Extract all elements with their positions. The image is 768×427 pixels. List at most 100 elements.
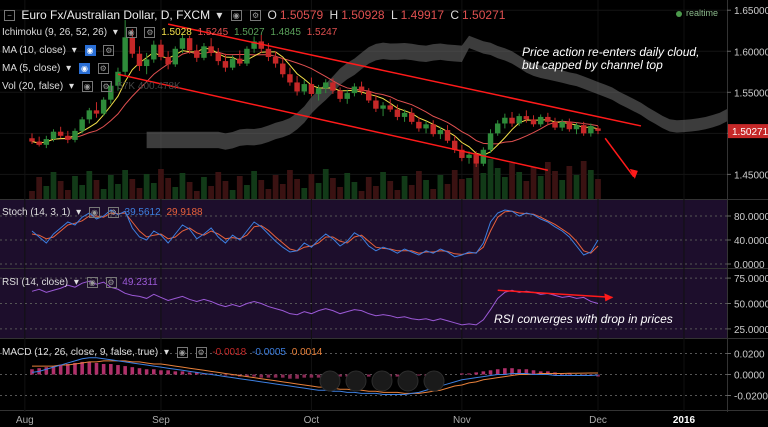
rsi-label[interactable]: RSI (14, close) (2, 277, 69, 289)
candle-body (366, 91, 372, 101)
eye-icon[interactable]: ◉ (78, 63, 90, 74)
candle-body (487, 133, 494, 150)
chevron-down-icon[interactable]: ▾ (112, 27, 118, 39)
eye-icon[interactable]: ◉ (176, 347, 188, 358)
nav-control-button (423, 370, 445, 392)
volume-bar (136, 188, 143, 199)
candle-body (494, 123, 501, 134)
volume-bar (401, 176, 408, 199)
symbol-title[interactable]: Euro Fx/Australian Dollar, D, FXCM (21, 8, 211, 22)
volume-bar (301, 188, 308, 199)
candle-body (537, 116, 544, 125)
stoch-legend[interactable]: Stoch (14, 3, 1) ▾ ◉ ⚙ 39.5612 29.9188 (2, 207, 206, 218)
realtime-status: realtime (676, 8, 718, 18)
chevron-down-icon[interactable]: ▾ (163, 347, 169, 359)
gear-icon[interactable]: ⚙ (144, 27, 156, 38)
volume-bar (244, 185, 250, 199)
rsi-tick-label: 25.0000 (734, 325, 768, 336)
volume-bar (437, 175, 444, 199)
volume-bar (380, 172, 386, 199)
chevron-down-icon[interactable]: ▾ (66, 63, 72, 75)
volume-bar (215, 172, 222, 199)
close-value: 1.50271 (462, 8, 506, 22)
ma5-label[interactable]: MA (5, close) (2, 63, 61, 75)
gear-icon[interactable]: ⚙ (97, 63, 109, 74)
candle-body (502, 117, 508, 124)
eye-icon[interactable]: ◉ (88, 207, 100, 218)
arrow-shaft (604, 137, 635, 178)
macd-label[interactable]: MACD (12, 26, close, 9, false, true) (2, 347, 159, 359)
gear-icon[interactable]: ⚙ (103, 45, 115, 56)
candle-body (373, 100, 379, 109)
eye-icon[interactable]: ◉ (81, 81, 93, 92)
volume-bar (172, 187, 179, 199)
volume-bar (258, 180, 265, 199)
volume-bar (115, 184, 121, 199)
gear-icon[interactable]: ⚙ (105, 277, 117, 288)
cloud-annotation: Price action re-enters daily cloud, but … (522, 46, 699, 72)
eye-icon[interactable]: ◉ (86, 277, 98, 288)
eye-icon[interactable]: ◉ (230, 10, 242, 22)
stoch-tick-label: 80.0000 (734, 212, 768, 223)
ma5-legend[interactable]: MA (5, close) ▾ ◉ ⚙ (2, 63, 112, 74)
volume-bar (473, 164, 480, 199)
candle-body (323, 82, 329, 89)
volume-bar (36, 177, 43, 199)
ma10-legend[interactable]: MA (10, close) ▾ ◉ ⚙ (2, 45, 117, 56)
candle-body (129, 37, 136, 54)
gear-icon[interactable]: ⚙ (250, 10, 262, 22)
vol-legend[interactable]: Vol (20, false) ▾ ◉ ⚙ 57K 400.478K (2, 81, 184, 92)
candle-body (423, 124, 429, 129)
price-tick-label: 1.45000 (734, 170, 768, 181)
macd-value: -0.0005 (252, 347, 286, 359)
candle-body (50, 131, 57, 140)
rsi-legend[interactable]: RSI (14, close) ▾ ◉ ⚙ 49.2311 (2, 277, 161, 288)
volume-bar (265, 189, 272, 199)
x-tick-label: Oct (304, 415, 320, 426)
collapse-icon[interactable]: − (4, 10, 15, 22)
ma10-label[interactable]: MA (10, close) (2, 45, 66, 57)
high-value: 1.50928 (341, 8, 385, 22)
candle-body (165, 56, 171, 65)
volume-bar (387, 181, 394, 199)
eye-icon[interactable]: ◉ (84, 45, 96, 56)
chevron-down-icon[interactable]: ▾ (216, 8, 223, 22)
vol-label[interactable]: Vol (20, false) (2, 81, 64, 93)
ichimoku-label[interactable]: Ichimoku (9, 26, 52, 26) (2, 27, 108, 39)
macd-hist-value: -0.0018 (212, 347, 247, 359)
eye-icon[interactable]: ◉ (125, 27, 137, 38)
candle-body (566, 121, 573, 130)
volume-bar (351, 182, 358, 199)
volume-bar (158, 169, 164, 199)
gear-icon[interactable]: ⚙ (107, 207, 119, 218)
channel-top-line (167, 23, 642, 127)
volume-bar (100, 189, 107, 199)
chevron-down-icon[interactable]: ▾ (76, 207, 82, 219)
stoch-tick-label: 0.0000 (734, 260, 765, 271)
volume-bar (64, 190, 71, 199)
price-tick-label: 1.55000 (734, 88, 768, 99)
candle-body (308, 84, 315, 94)
stoch-label[interactable]: Stoch (14, 3, 1) (2, 207, 71, 219)
candle-body (473, 154, 479, 164)
chevron-down-icon[interactable]: ▾ (73, 277, 79, 289)
candle-body (408, 112, 415, 122)
volume-bar (509, 163, 515, 199)
ichimoku-legend[interactable]: Ichimoku (9, 26, 52, 26) ▾ ◉ ⚙ 1.5028 1.… (2, 27, 340, 38)
arrow-head (629, 168, 638, 179)
macd-legend[interactable]: MACD (12, 26, close, 9, false, true) ▾ ◉… (2, 347, 325, 358)
chevron-down-icon[interactable]: ▾ (71, 45, 77, 57)
candle-body (29, 138, 35, 142)
gear-icon[interactable]: ⚙ (100, 81, 112, 92)
ma10-line (31, 51, 599, 145)
gear-icon[interactable]: ⚙ (195, 347, 207, 358)
chevron-down-icon[interactable]: ▾ (68, 81, 74, 93)
candle-body (509, 117, 515, 124)
high-label: H (329, 8, 339, 22)
candle-body (251, 41, 257, 49)
volume-bar (580, 161, 587, 199)
candle-body (588, 125, 594, 134)
volume-bar (129, 179, 136, 199)
last-price-label: 1.50271 (732, 127, 768, 138)
